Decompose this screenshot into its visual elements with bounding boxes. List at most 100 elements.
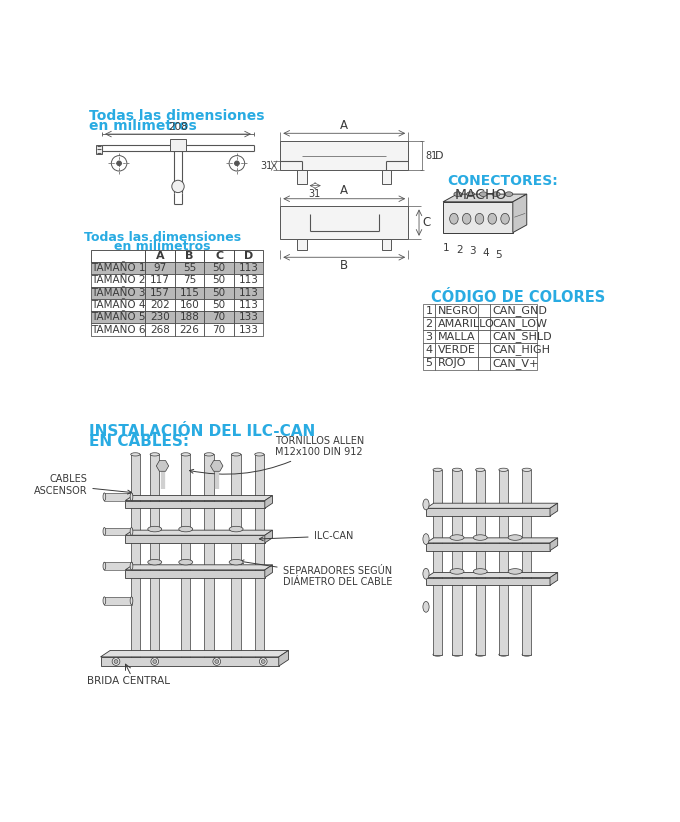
Text: 133: 133	[239, 325, 258, 335]
Text: NEGRO: NEGRO	[438, 306, 478, 316]
Bar	[490, 317, 537, 330]
Polygon shape	[211, 460, 223, 471]
Bar	[91, 262, 146, 275]
Text: 5: 5	[496, 250, 502, 260]
Text: CABLES
ASCENSOR: CABLES ASCENSOR	[34, 474, 131, 496]
Ellipse shape	[205, 661, 214, 664]
Bar	[181, 455, 190, 663]
Text: 50: 50	[213, 263, 226, 273]
Bar	[96, 145, 102, 154]
Polygon shape	[426, 503, 558, 508]
Text: 268: 268	[150, 325, 170, 335]
Bar	[280, 206, 408, 238]
Bar	[479, 332, 489, 342]
Ellipse shape	[452, 653, 462, 656]
Ellipse shape	[150, 453, 159, 456]
Bar	[146, 287, 175, 299]
Ellipse shape	[179, 526, 192, 532]
Text: 226: 226	[180, 325, 199, 335]
Ellipse shape	[466, 192, 475, 196]
Ellipse shape	[179, 560, 192, 565]
Bar	[479, 306, 489, 316]
Ellipse shape	[255, 453, 264, 456]
Bar	[234, 299, 263, 312]
Bar	[104, 562, 131, 570]
Ellipse shape	[103, 528, 105, 535]
Text: INSTALACIÓN DEL ILC-CAN: INSTALACIÓN DEL ILC-CAN	[89, 423, 315, 439]
Ellipse shape	[231, 453, 241, 456]
Circle shape	[117, 161, 122, 165]
Polygon shape	[125, 565, 273, 570]
Text: 208: 208	[168, 122, 188, 132]
Bar	[435, 317, 478, 330]
Ellipse shape	[423, 533, 429, 544]
Ellipse shape	[229, 560, 243, 565]
Bar	[175, 275, 205, 287]
Ellipse shape	[181, 661, 190, 664]
Bar	[91, 287, 146, 299]
Bar	[146, 250, 175, 262]
Text: 115: 115	[180, 288, 199, 298]
Text: 160: 160	[180, 300, 199, 310]
Bar	[205, 299, 234, 312]
Text: Todas las dimensiones: Todas las dimensiones	[89, 109, 265, 123]
Ellipse shape	[500, 214, 509, 224]
Bar	[423, 317, 435, 330]
Text: 50: 50	[213, 275, 226, 285]
Polygon shape	[101, 657, 279, 666]
Ellipse shape	[423, 499, 429, 510]
Bar	[175, 287, 205, 299]
Text: 1: 1	[426, 306, 432, 316]
Ellipse shape	[231, 661, 241, 664]
Bar	[131, 455, 140, 663]
Ellipse shape	[261, 659, 265, 663]
Ellipse shape	[508, 569, 522, 575]
Ellipse shape	[103, 597, 105, 604]
Text: C: C	[422, 216, 430, 229]
Text: 55: 55	[183, 263, 197, 273]
Text: Todas las dimensiones: Todas las dimensiones	[84, 231, 241, 244]
Ellipse shape	[130, 562, 133, 570]
Text: EN CABLES:: EN CABLES:	[89, 434, 189, 450]
Text: 2: 2	[426, 319, 432, 329]
Bar	[205, 324, 234, 336]
Ellipse shape	[505, 192, 513, 196]
Bar	[479, 345, 489, 355]
Bar	[205, 275, 234, 287]
Polygon shape	[443, 202, 513, 233]
Polygon shape	[125, 570, 265, 578]
Polygon shape	[279, 650, 288, 666]
Ellipse shape	[112, 658, 120, 665]
Text: 4: 4	[426, 345, 432, 355]
Bar	[146, 299, 175, 312]
Text: CAN_V+: CAN_V+	[492, 358, 539, 368]
Ellipse shape	[114, 659, 118, 663]
Polygon shape	[156, 460, 169, 471]
Polygon shape	[265, 565, 273, 578]
Text: 50: 50	[213, 300, 226, 310]
Ellipse shape	[130, 597, 133, 604]
Polygon shape	[426, 508, 550, 516]
Text: TAMAÑO 5: TAMAÑO 5	[91, 312, 146, 322]
Text: TAMAÑO 4: TAMAÑO 4	[91, 300, 146, 310]
Polygon shape	[426, 538, 558, 543]
Circle shape	[235, 161, 239, 165]
Bar	[104, 528, 131, 535]
Text: 230: 230	[150, 312, 170, 322]
Polygon shape	[550, 538, 558, 551]
Bar	[175, 262, 205, 275]
Ellipse shape	[255, 661, 264, 664]
Bar	[478, 330, 490, 344]
Text: 133: 133	[239, 312, 258, 322]
Bar	[234, 250, 263, 262]
Text: 113: 113	[239, 263, 258, 273]
Text: ILC-CAN: ILC-CAN	[259, 531, 353, 541]
Polygon shape	[101, 650, 288, 657]
Bar	[146, 324, 175, 336]
Bar	[423, 357, 435, 370]
Text: MALLA: MALLA	[438, 332, 475, 342]
Bar	[104, 597, 131, 604]
Text: A: A	[156, 251, 165, 261]
Bar	[205, 312, 234, 324]
Ellipse shape	[181, 453, 190, 456]
